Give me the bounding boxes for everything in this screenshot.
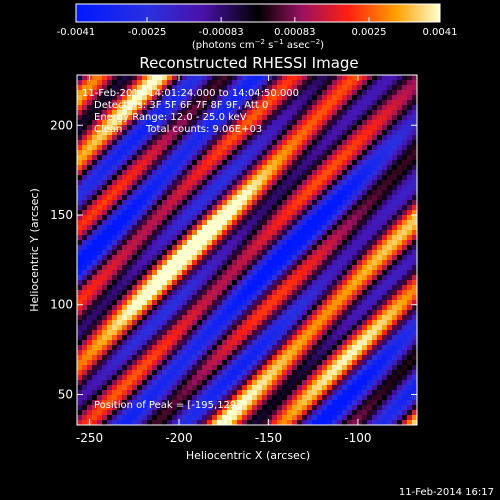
heatmap-image (77, 75, 417, 425)
x-tick-label: -100 (344, 431, 371, 445)
colorbar (75, 3, 441, 23)
y-tick-label: 50 (58, 387, 73, 401)
colorbar-tick-label: 0.00083 (274, 27, 315, 38)
colorbar-tick-label: -0.0041 (57, 27, 96, 38)
annotation-algorithm: Clean (94, 124, 122, 135)
x-tick-label: -200 (165, 431, 192, 445)
plot-frame (76, 74, 418, 426)
annotation-time-range: 11-Feb-2014 14:01:24.000 to 14:04:50.000 (82, 88, 299, 99)
colorbar-tick-label: 0.0025 (351, 27, 386, 38)
colorbar-ticks: -0.0041 -0.0025 -0.00083 0.00083 0.0025 0.004… (57, 17, 458, 38)
y-tick-label: 150 (50, 208, 73, 222)
x-axis-label: Heliocentric X (arcsec) (186, 449, 310, 462)
annotation-block: 11-Feb-2014 14:01:24.000 to 14:04:50.000… (82, 88, 299, 411)
colorbar-unit-label: (photons cm−2 s−1 asec−2) (192, 38, 324, 51)
annotation-peak: Position of Peak = [-195,129] (94, 400, 240, 411)
colorbar-tick-label: 0.0041 (423, 27, 458, 38)
x-tick-label: -150 (255, 431, 282, 445)
y-axis-label: Heliocentric Y (arcsec) (28, 188, 41, 312)
y-tick-label: 200 (50, 118, 73, 132)
y-tick-label: 100 (50, 298, 73, 312)
x-tick-label: -250 (76, 431, 103, 445)
chart-title: Reconstructed RHESSI Image (139, 54, 358, 72)
colorbar-tick-label: -0.00083 (199, 27, 244, 38)
annotation-detectors: Detectors: 3F 5F 6F 7F 8F 9F, Att 0 (94, 100, 268, 111)
annotation-energy-range: Energy Range: 12.0 - 25.0 keV (94, 112, 247, 123)
colorbar-tick-label: -0.0025 (128, 27, 167, 38)
axis-ticks: -250 -200 -150 -100 50 100 150 200 (50, 75, 417, 445)
annotation-total-counts: Total counts: 9.06E+03 (145, 124, 262, 135)
footer-timestamp: 11-Feb-2014 16:17 (399, 487, 494, 498)
